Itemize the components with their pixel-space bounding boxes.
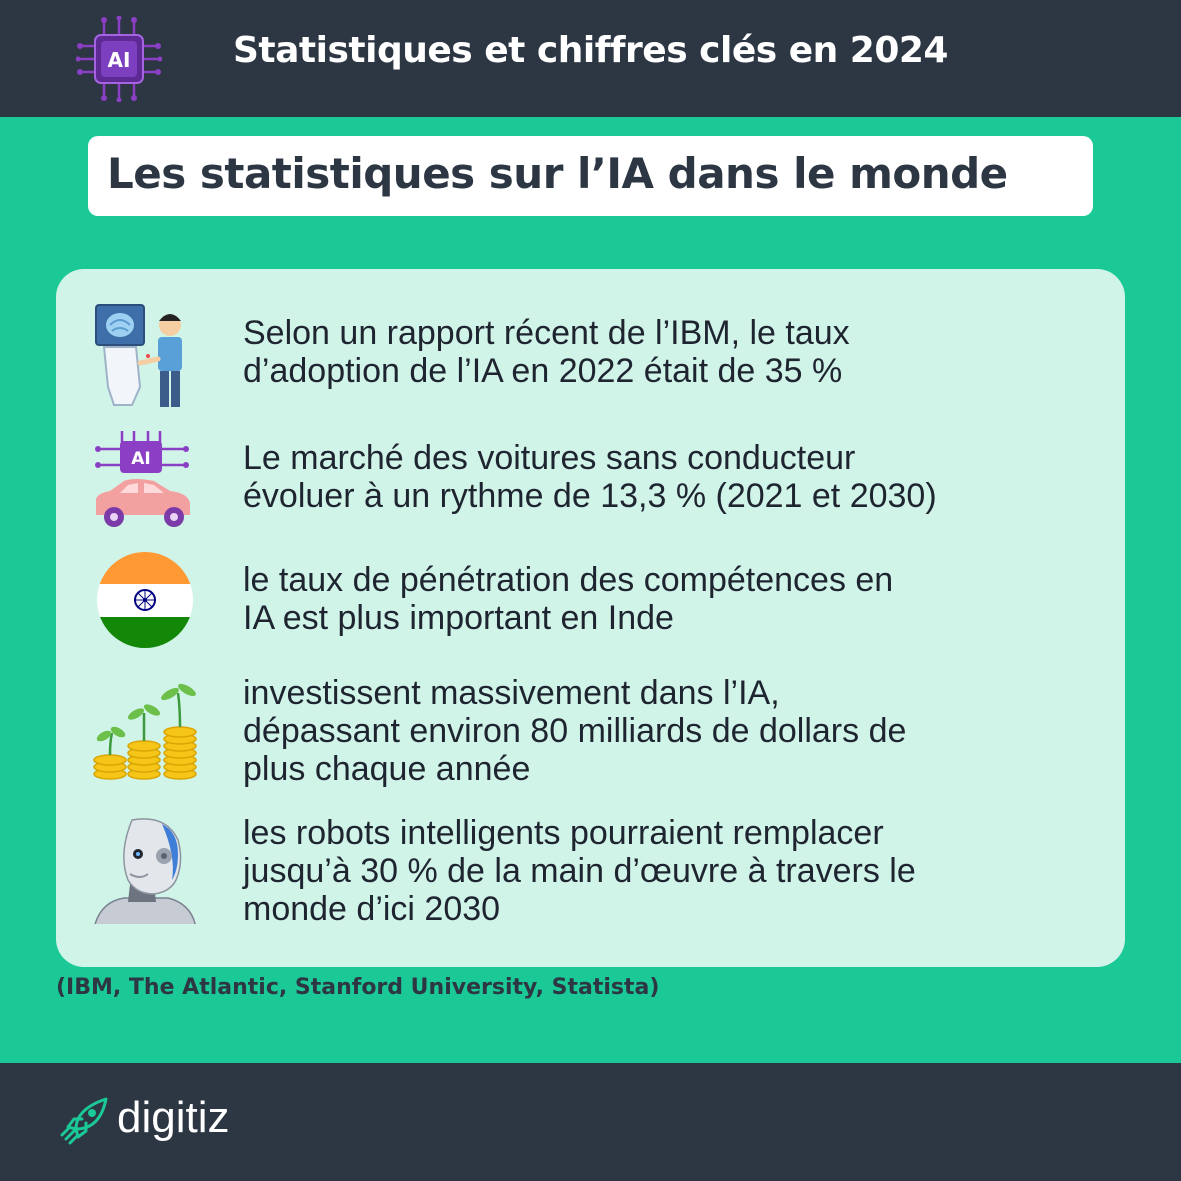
stat-line: évoluer à un rythme de 13,3 % (2021 et 2…	[243, 477, 937, 515]
rocket-icon	[60, 1097, 108, 1145]
sources-note: (IBM, The Atlantic, Stanford University,…	[56, 975, 660, 1000]
coin-plant-icon	[93, 683, 197, 780]
robot-head-icon	[94, 818, 196, 924]
footer-bar: digitiz	[0, 1063, 1181, 1181]
stat-line: jusqu’à 30 % de la main d’œuvre à traver…	[243, 852, 916, 890]
stat-text: les robots intelligents pourraient rempl…	[243, 814, 1113, 928]
stat-line: le taux de pénétration des compétences e…	[243, 561, 894, 599]
car-chip-text: AI	[131, 449, 150, 469]
ai-chip-icon: AI	[76, 16, 162, 102]
stats-card: Selon un rapport récent de l’IBM, le tau…	[56, 269, 1125, 967]
stat-line: les robots intelligents pourraient rempl…	[243, 814, 884, 852]
chip-logo-text: AI	[108, 48, 131, 72]
stat-text: Le marché des voitures sans conducteur é…	[243, 439, 1113, 515]
stat-line: plus chaque année	[243, 750, 531, 788]
robot-handshake-icon	[95, 304, 182, 407]
stat-text: le taux de pénétration des compétences e…	[243, 561, 1113, 637]
stat-line: Selon un rapport récent de l’IBM, le tau…	[243, 314, 850, 352]
section-heading: Les statistiques sur l’IA dans le monde	[107, 149, 1008, 198]
header-bar: AI Statistiques et chiffres clés en 2024	[0, 0, 1181, 117]
stat-text: investissent massivement dans l’IA, dépa…	[243, 674, 1113, 788]
stat-line: d’adoption de l’IA en 2022 était de 35 %	[243, 352, 843, 390]
stat-line: IA est plus important en Inde	[243, 599, 674, 637]
stat-line: investissent massivement dans l’IA,	[243, 674, 780, 712]
stat-line: monde d’ici 2030	[243, 890, 501, 928]
stat-text: Selon un rapport récent de l’IBM, le tau…	[243, 314, 1113, 390]
stat-line: Le marché des voitures sans conducteur	[243, 439, 856, 477]
brand-logo-text: digitiz	[117, 1093, 230, 1142]
india-flag-icon	[97, 552, 193, 648]
ai-car-icon: AI	[95, 431, 190, 527]
subtitle-box: Les statistiques sur l’IA dans le monde	[88, 136, 1093, 216]
stat-line: dépassant environ 80 milliards de dollar…	[243, 712, 907, 750]
page-title: Statistiques et chiffres clés en 2024	[233, 30, 948, 71]
